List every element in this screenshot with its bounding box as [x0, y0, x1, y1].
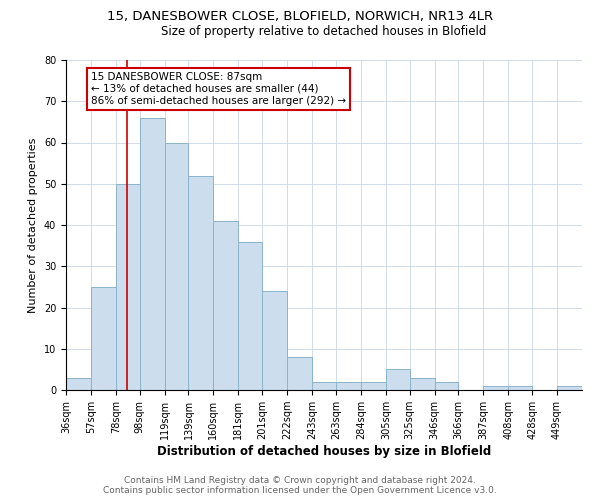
Bar [410, 378, 434, 390]
X-axis label: Distribution of detached houses by size in Blofield: Distribution of detached houses by size … [157, 445, 491, 458]
Bar [188, 176, 214, 390]
Bar [164, 142, 188, 390]
Bar [312, 382, 336, 390]
Bar [484, 386, 508, 390]
Bar [508, 386, 532, 390]
Y-axis label: Number of detached properties: Number of detached properties [28, 138, 38, 312]
Title: Size of property relative to detached houses in Blofield: Size of property relative to detached ho… [161, 25, 487, 38]
Bar [238, 242, 262, 390]
Bar [116, 184, 140, 390]
Bar [262, 291, 287, 390]
Text: Contains HM Land Registry data © Crown copyright and database right 2024.
Contai: Contains HM Land Registry data © Crown c… [103, 476, 497, 495]
Bar [91, 287, 116, 390]
Bar [557, 386, 582, 390]
Bar [336, 382, 361, 390]
Bar [287, 357, 312, 390]
Bar [361, 382, 386, 390]
Bar [214, 221, 238, 390]
Bar [140, 118, 164, 390]
Bar [66, 378, 91, 390]
Bar [386, 370, 410, 390]
Bar [434, 382, 458, 390]
Text: 15 DANESBOWER CLOSE: 87sqm
← 13% of detached houses are smaller (44)
86% of semi: 15 DANESBOWER CLOSE: 87sqm ← 13% of deta… [91, 72, 346, 106]
Text: 15, DANESBOWER CLOSE, BLOFIELD, NORWICH, NR13 4LR: 15, DANESBOWER CLOSE, BLOFIELD, NORWICH,… [107, 10, 493, 23]
